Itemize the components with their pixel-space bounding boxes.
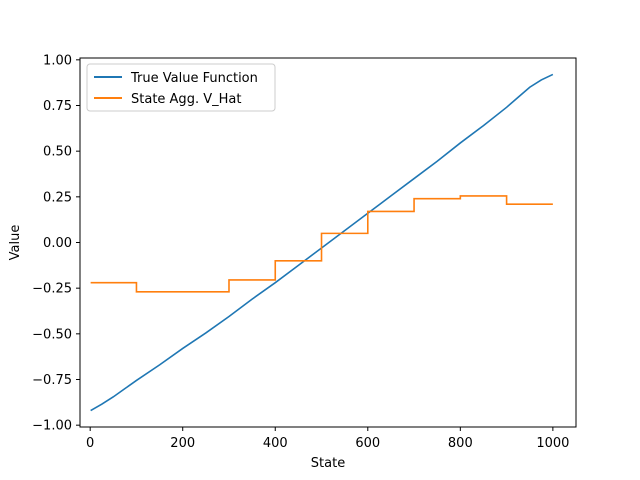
x-axis-ticks: 0 200 400 600 800 1000 <box>86 427 569 451</box>
y-axis-label: Value <box>8 225 23 261</box>
legend-box <box>86 63 276 112</box>
y-tick-label: −0.50 <box>32 327 72 342</box>
series-line-1 <box>90 195 553 293</box>
y-tick-label: 0.50 <box>43 145 72 160</box>
plot-lines <box>90 73 554 412</box>
legend: True Value Function State Agg. V_Hat <box>86 63 276 112</box>
y-tick-label: −1.00 <box>32 419 72 434</box>
x-tick-label: 400 <box>263 436 288 451</box>
x-axis-label: State <box>311 456 345 471</box>
x-tick-label: 600 <box>355 436 380 451</box>
y-tick-label: 0.75 <box>43 99 72 114</box>
x-tick-label: 1000 <box>536 436 569 451</box>
x-tick-label: 0 <box>86 436 94 451</box>
y-tick-label: 0.25 <box>43 190 72 205</box>
y-tick-label: −0.75 <box>32 373 72 388</box>
y-tick-label: −0.25 <box>32 282 72 297</box>
y-tick-label: 1.00 <box>43 53 72 68</box>
x-tick-label: 200 <box>170 436 195 451</box>
y-axis-ticks: −1.00 −0.75 −0.50 −0.25 0.00 0.25 0.50 0.75 1.00 <box>32 53 80 434</box>
y-tick-label: 0.00 <box>43 236 72 251</box>
x-tick-label: 800 <box>448 436 473 451</box>
legend-label-true-value: True Value Function <box>130 71 258 86</box>
legend-label-state-agg: State Agg. V_Hat <box>131 92 241 107</box>
